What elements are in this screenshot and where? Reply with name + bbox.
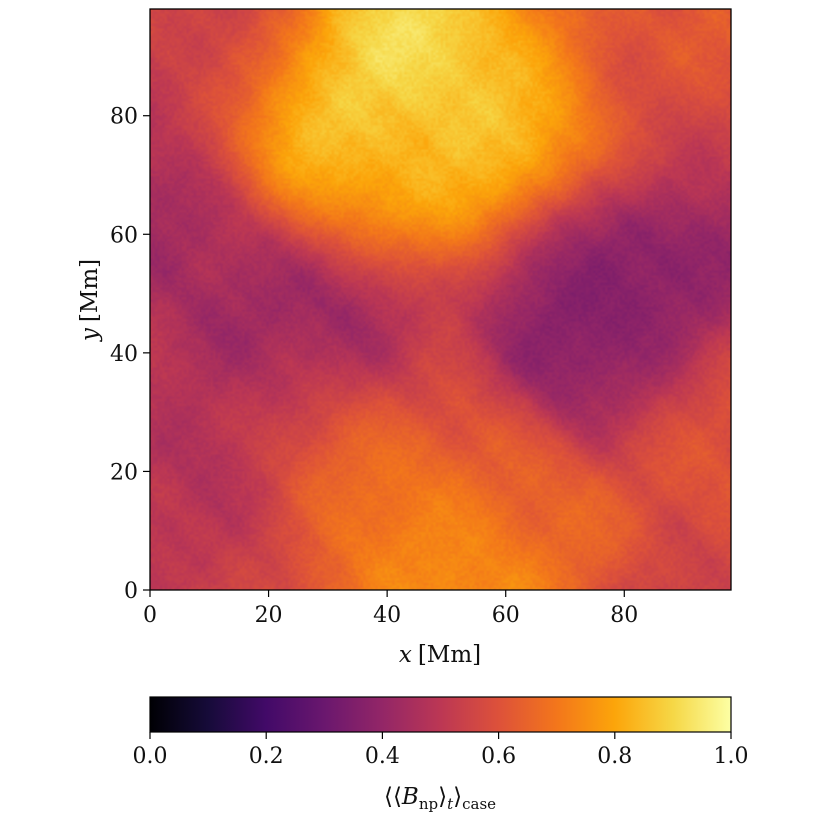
colorbar-tick-label: 0.6 [481, 744, 516, 769]
colorbar-label-close: ⟩ [453, 784, 462, 810]
heatmap-image [150, 9, 731, 590]
y-axis-ticks: 0 20 40 60 80 [110, 105, 150, 604]
x-tick-label: 20 [255, 603, 283, 628]
colorbar-label: ⟨⟨Bnp⟩t⟩case [384, 784, 496, 813]
x-axis-ticks: 0 20 40 60 80 [143, 590, 638, 628]
colorbar: 0.0 0.2 0.4 0.6 0.8 1.0 ⟨⟨Bnp⟩t⟩case [133, 697, 749, 813]
colorbar-tick-label: 0.2 [249, 744, 284, 769]
y-tick-label: 60 [110, 223, 138, 248]
y-axis-unit: [Mm] [77, 259, 103, 322]
colorbar-tick-label: 0.0 [133, 744, 168, 769]
colorbar-tick-label: 0.4 [365, 744, 400, 769]
x-tick-label: 60 [492, 603, 520, 628]
x-tick-label: 0 [143, 603, 157, 628]
colorbar-gradient-bar [150, 697, 731, 732]
colorbar-label-symbol: B [401, 784, 419, 810]
x-axis-unit: [Mm] [418, 642, 481, 668]
y-tick-label: 40 [110, 342, 138, 367]
colorbar-ticks: 0.0 0.2 0.4 0.6 0.8 1.0 [133, 732, 749, 769]
y-tick-label: 20 [110, 460, 138, 485]
y-tick-label: 0 [124, 579, 138, 604]
y-axis-variable: y [77, 327, 103, 342]
x-tick-label: 40 [373, 603, 401, 628]
colorbar-tick-label: 0.8 [597, 744, 632, 769]
colorbar-label-sub-case: case [462, 795, 496, 813]
y-axis-label: y [Mm] [77, 259, 103, 342]
x-axis-variable: x [399, 642, 412, 668]
colorbar-label-mid: ⟩ [438, 784, 447, 810]
colorbar-label-open: ⟨⟨ [384, 784, 402, 810]
colorbar-tick-label: 1.0 [714, 744, 749, 769]
y-tick-label: 80 [110, 105, 138, 130]
colorbar-label-sub-np: np [419, 795, 438, 813]
x-axis-label: x [Mm] [399, 642, 481, 668]
x-tick-label: 80 [610, 603, 638, 628]
heatmap-plot: 0 20 40 60 80 0 20 40 60 80 [110, 9, 731, 628]
